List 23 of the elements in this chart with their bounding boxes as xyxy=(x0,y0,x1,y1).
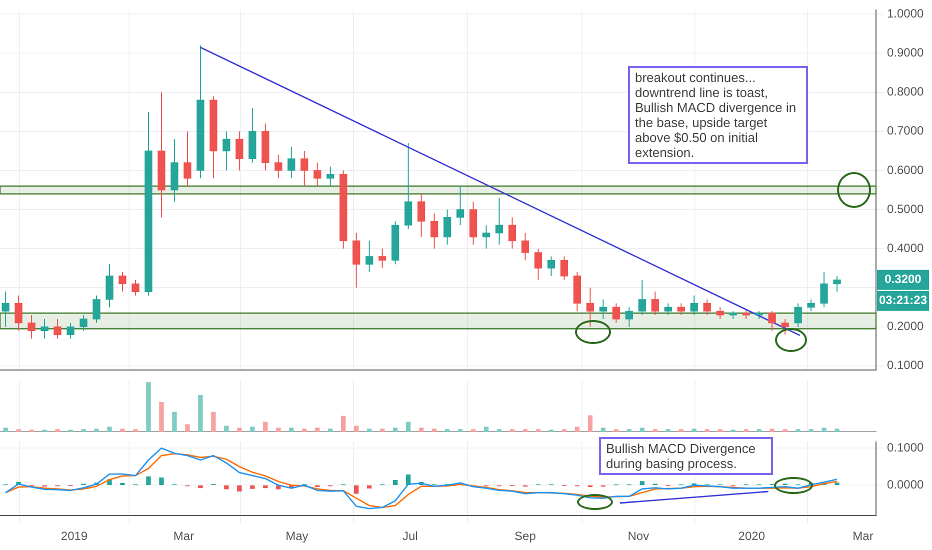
y-tick-label: 0.9000 xyxy=(887,46,924,60)
y-tick-label: 0.5000 xyxy=(887,202,924,216)
x-tick-label: Nov xyxy=(628,529,650,544)
y-tick-label: 1.0000 xyxy=(887,6,924,20)
y-tick-label: 0.7000 xyxy=(887,124,924,138)
x-tick-label: 2019 xyxy=(60,529,88,544)
y-tick-label: 0.4000 xyxy=(887,240,924,255)
y-tick-label: 0.1000 xyxy=(887,440,924,454)
text: 0.3200 xyxy=(884,272,922,286)
y-tick-label: 0.2000 xyxy=(887,319,924,334)
annotation: breakout continues... downtrend line is toast, Bullish MACD divergence in the base, upside target above $0.50 on initial extension. xyxy=(628,66,808,164)
x-tick-label: 2020 xyxy=(738,529,766,544)
text: 03:21:23 xyxy=(878,293,928,308)
x-tick-label: Jul xyxy=(402,529,418,544)
y-tick-label: 0.8000 xyxy=(887,84,924,99)
y-tick-label: 0.6000 xyxy=(887,162,924,177)
y-tick-label: 0.0000 xyxy=(887,478,924,492)
y-tick-label: 0.1000 xyxy=(887,358,924,372)
x-tick-label: May xyxy=(286,529,308,544)
x-tick-label: Mar xyxy=(852,529,874,544)
x-tick-label: Mar xyxy=(173,529,194,544)
annotation: Bullish MACD Divergence during basing process. xyxy=(599,437,773,475)
x-tick-label: Sep xyxy=(514,529,536,544)
